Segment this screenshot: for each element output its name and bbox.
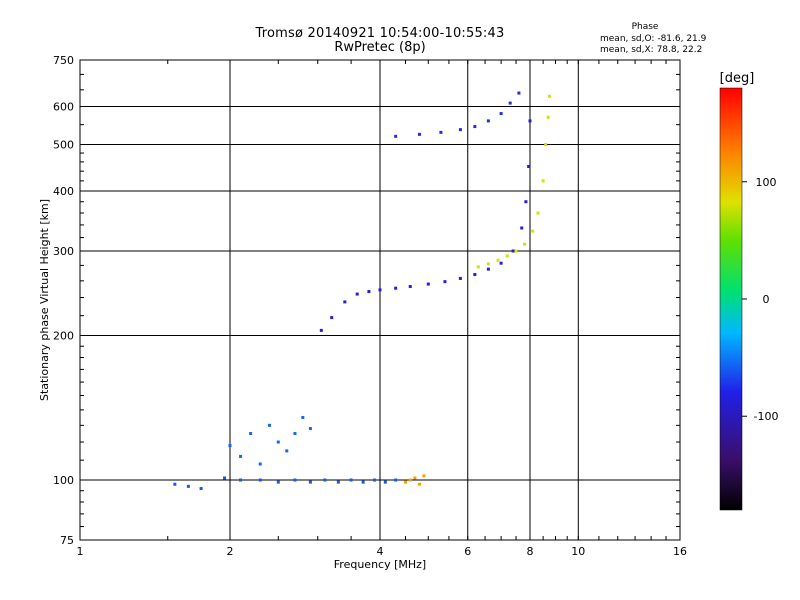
data-point <box>373 478 377 482</box>
data-point <box>199 487 203 491</box>
data-point <box>458 276 462 280</box>
data-point <box>546 115 550 119</box>
data-point <box>527 164 531 168</box>
data-point <box>308 480 312 484</box>
data-point <box>394 134 398 138</box>
data-point <box>496 258 500 262</box>
data-point <box>239 478 243 482</box>
data-point <box>383 480 387 484</box>
x-tick-label: 8 <box>527 545 534 558</box>
data-point <box>499 112 503 116</box>
data-point <box>343 300 347 304</box>
phase-stats-title: Phase <box>631 22 659 32</box>
data-point <box>422 474 426 478</box>
data-point <box>417 482 421 486</box>
colorbar-label: [deg] <box>720 71 755 86</box>
data-point <box>173 482 177 486</box>
y-tick-label: 400 <box>53 185 74 198</box>
data-point <box>223 476 227 480</box>
data-point <box>523 242 527 246</box>
data-point <box>267 423 271 427</box>
data-point <box>403 480 407 484</box>
data-point <box>349 478 353 482</box>
y-tick-label: 75 <box>60 534 74 547</box>
data-point <box>413 476 417 480</box>
data-point <box>486 119 490 123</box>
data-point <box>319 328 323 332</box>
data-point <box>544 143 548 147</box>
data-point <box>408 285 412 289</box>
y-tick-label: 100 <box>53 474 74 487</box>
x-axis-label: Frequency [MHz] <box>334 558 426 571</box>
data-point <box>528 119 532 123</box>
data-point <box>486 262 490 266</box>
data-point <box>276 440 280 444</box>
x-tick-label: 4 <box>377 545 384 558</box>
data-point <box>276 480 280 484</box>
x-tick-label: 10 <box>571 545 585 558</box>
data-point <box>426 282 430 286</box>
data-point <box>394 286 398 290</box>
data-point <box>458 128 462 132</box>
data-point <box>408 478 412 482</box>
data-point <box>520 226 524 230</box>
x-tick-label: 6 <box>464 545 471 558</box>
data-point <box>293 478 297 482</box>
data-point <box>330 316 334 320</box>
data-point <box>323 478 327 482</box>
y-tick-label: 500 <box>53 139 74 152</box>
x-tick-label: 1 <box>77 545 84 558</box>
data-point <box>293 432 297 436</box>
colorbar-tick-label: -100 <box>754 410 779 423</box>
data-point <box>361 480 365 484</box>
colorbar-tick-label: 100 <box>756 176 777 189</box>
data-point <box>439 130 443 134</box>
data-point <box>336 480 340 484</box>
data-point <box>258 478 262 482</box>
data-point <box>308 427 312 431</box>
data-point <box>505 254 509 258</box>
data-point <box>239 454 243 458</box>
data-point <box>249 432 253 436</box>
data-point <box>508 101 512 105</box>
phase-stats-o: mean, sd,O: -81.6, 21.9 <box>600 34 707 44</box>
y-tick-label: 200 <box>53 330 74 343</box>
x-tick-label: 2 <box>227 545 234 558</box>
x-tick-label: 16 <box>673 545 687 558</box>
chart-subtitle: RwPretec (8p) <box>334 40 426 55</box>
phase-stats-x: mean, sd,X: 78.8, 22.2 <box>600 45 703 55</box>
data-point <box>531 229 535 233</box>
data-point <box>417 132 421 136</box>
data-point <box>186 484 190 488</box>
data-point <box>473 273 477 277</box>
data-point <box>394 478 398 482</box>
y-tick-label: 750 <box>53 54 74 67</box>
data-point <box>443 280 447 284</box>
data-point <box>541 179 545 183</box>
data-point <box>285 449 289 453</box>
data-point <box>514 249 518 253</box>
data-point <box>486 267 490 271</box>
data-point <box>517 91 521 95</box>
data-point <box>536 211 540 215</box>
chart-title: Tromsø 20140921 10:54:00-10:55:43 <box>255 26 505 41</box>
colorbar-tick-label: 0 <box>763 293 770 306</box>
data-point <box>367 290 371 294</box>
data-point <box>355 292 359 296</box>
colorbar <box>719 87 743 511</box>
data-point <box>473 125 477 129</box>
data-point <box>378 288 382 292</box>
data-point <box>228 444 232 448</box>
y-tick-label: 600 <box>53 101 74 114</box>
data-point <box>524 200 528 204</box>
data-point <box>511 249 515 253</box>
y-axis-label: Stationary phase Virtual Height [km] <box>38 199 51 401</box>
y-tick-label: 300 <box>53 245 74 258</box>
data-point <box>258 462 262 466</box>
data-point <box>301 415 305 419</box>
data-point <box>499 261 503 265</box>
data-point <box>547 94 551 98</box>
data-point <box>476 265 480 269</box>
